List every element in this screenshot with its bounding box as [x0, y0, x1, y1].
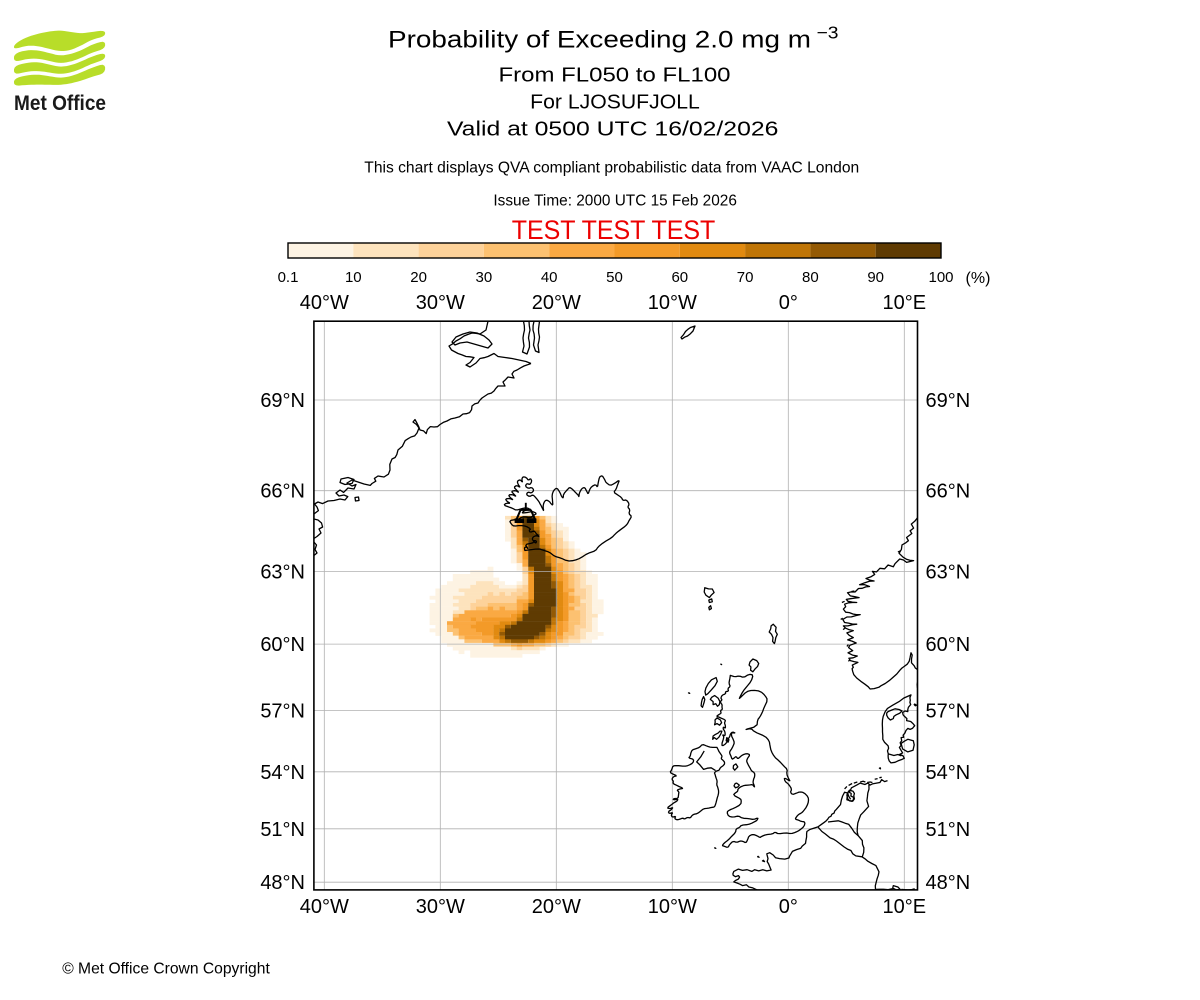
svg-text:63°N: 63°N — [260, 561, 305, 583]
svg-text:80: 80 — [802, 269, 819, 286]
svg-text:20°W: 20°W — [532, 896, 581, 918]
svg-text:70: 70 — [737, 269, 754, 286]
svg-text:60°N: 60°N — [926, 634, 971, 656]
svg-text:48°N: 48°N — [260, 872, 305, 894]
svg-text:54°N: 54°N — [926, 762, 971, 784]
svg-text:−3: −3 — [817, 23, 839, 43]
svg-text:Valid at 0500 UTC 16/02/2026: Valid at 0500 UTC 16/02/2026 — [447, 118, 778, 141]
svg-text:10°W: 10°W — [648, 896, 697, 918]
svg-text:0.1: 0.1 — [278, 269, 299, 286]
svg-text:57°N: 57°N — [260, 701, 305, 723]
svg-text:69°N: 69°N — [260, 390, 305, 412]
svg-text:69°N: 69°N — [926, 390, 971, 412]
svg-text:10°E: 10°E — [883, 896, 927, 918]
svg-text:10°W: 10°W — [648, 292, 697, 314]
svg-text:30: 30 — [476, 269, 493, 286]
svg-text:57°N: 57°N — [926, 701, 971, 723]
svg-text:0°: 0° — [779, 896, 798, 918]
svg-text:Issue Time: 2000 UTC 15 Feb 20: Issue Time: 2000 UTC 15 Feb 2026 — [493, 192, 737, 209]
svg-text:0°: 0° — [779, 292, 798, 314]
svg-text:40°W: 40°W — [300, 292, 349, 314]
svg-text:From FL050 to FL100: From FL050 to FL100 — [499, 63, 731, 86]
svg-text:66°N: 66°N — [926, 481, 971, 503]
svg-text:30°W: 30°W — [416, 896, 465, 918]
svg-text:40: 40 — [541, 269, 558, 286]
svg-text:90: 90 — [867, 269, 884, 286]
svg-text:40°W: 40°W — [300, 896, 349, 918]
svg-text:48°N: 48°N — [926, 872, 971, 894]
svg-text:63°N: 63°N — [926, 561, 971, 583]
svg-text:Probability of Exceeding 2.0 m: Probability of Exceeding 2.0 mg m — [388, 27, 811, 54]
svg-text:100: 100 — [928, 269, 953, 286]
svg-text:54°N: 54°N — [260, 762, 305, 784]
svg-text:51°N: 51°N — [260, 819, 305, 841]
svg-text:This chart displays QVA compli: This chart displays QVA compliant probab… — [364, 160, 859, 177]
svg-text:66°N: 66°N — [260, 481, 305, 503]
svg-text:60: 60 — [671, 269, 688, 286]
svg-text:20: 20 — [410, 269, 427, 286]
svg-text:(%): (%) — [966, 270, 991, 287]
svg-text:30°W: 30°W — [416, 292, 465, 314]
svg-text:TEST TEST TEST: TEST TEST TEST — [512, 215, 716, 245]
svg-text:© Met Office Crown Copyright: © Met Office Crown Copyright — [62, 961, 270, 978]
svg-text:60°N: 60°N — [260, 634, 305, 656]
svg-text:50: 50 — [606, 269, 623, 286]
svg-text:51°N: 51°N — [926, 819, 971, 841]
svg-text:10: 10 — [345, 269, 362, 286]
svg-text:For LJOSUFJOLL: For LJOSUFJOLL — [530, 91, 700, 114]
svg-text:Met Office: Met Office — [14, 92, 106, 115]
svg-text:10°E: 10°E — [883, 292, 927, 314]
svg-text:20°W: 20°W — [532, 292, 581, 314]
